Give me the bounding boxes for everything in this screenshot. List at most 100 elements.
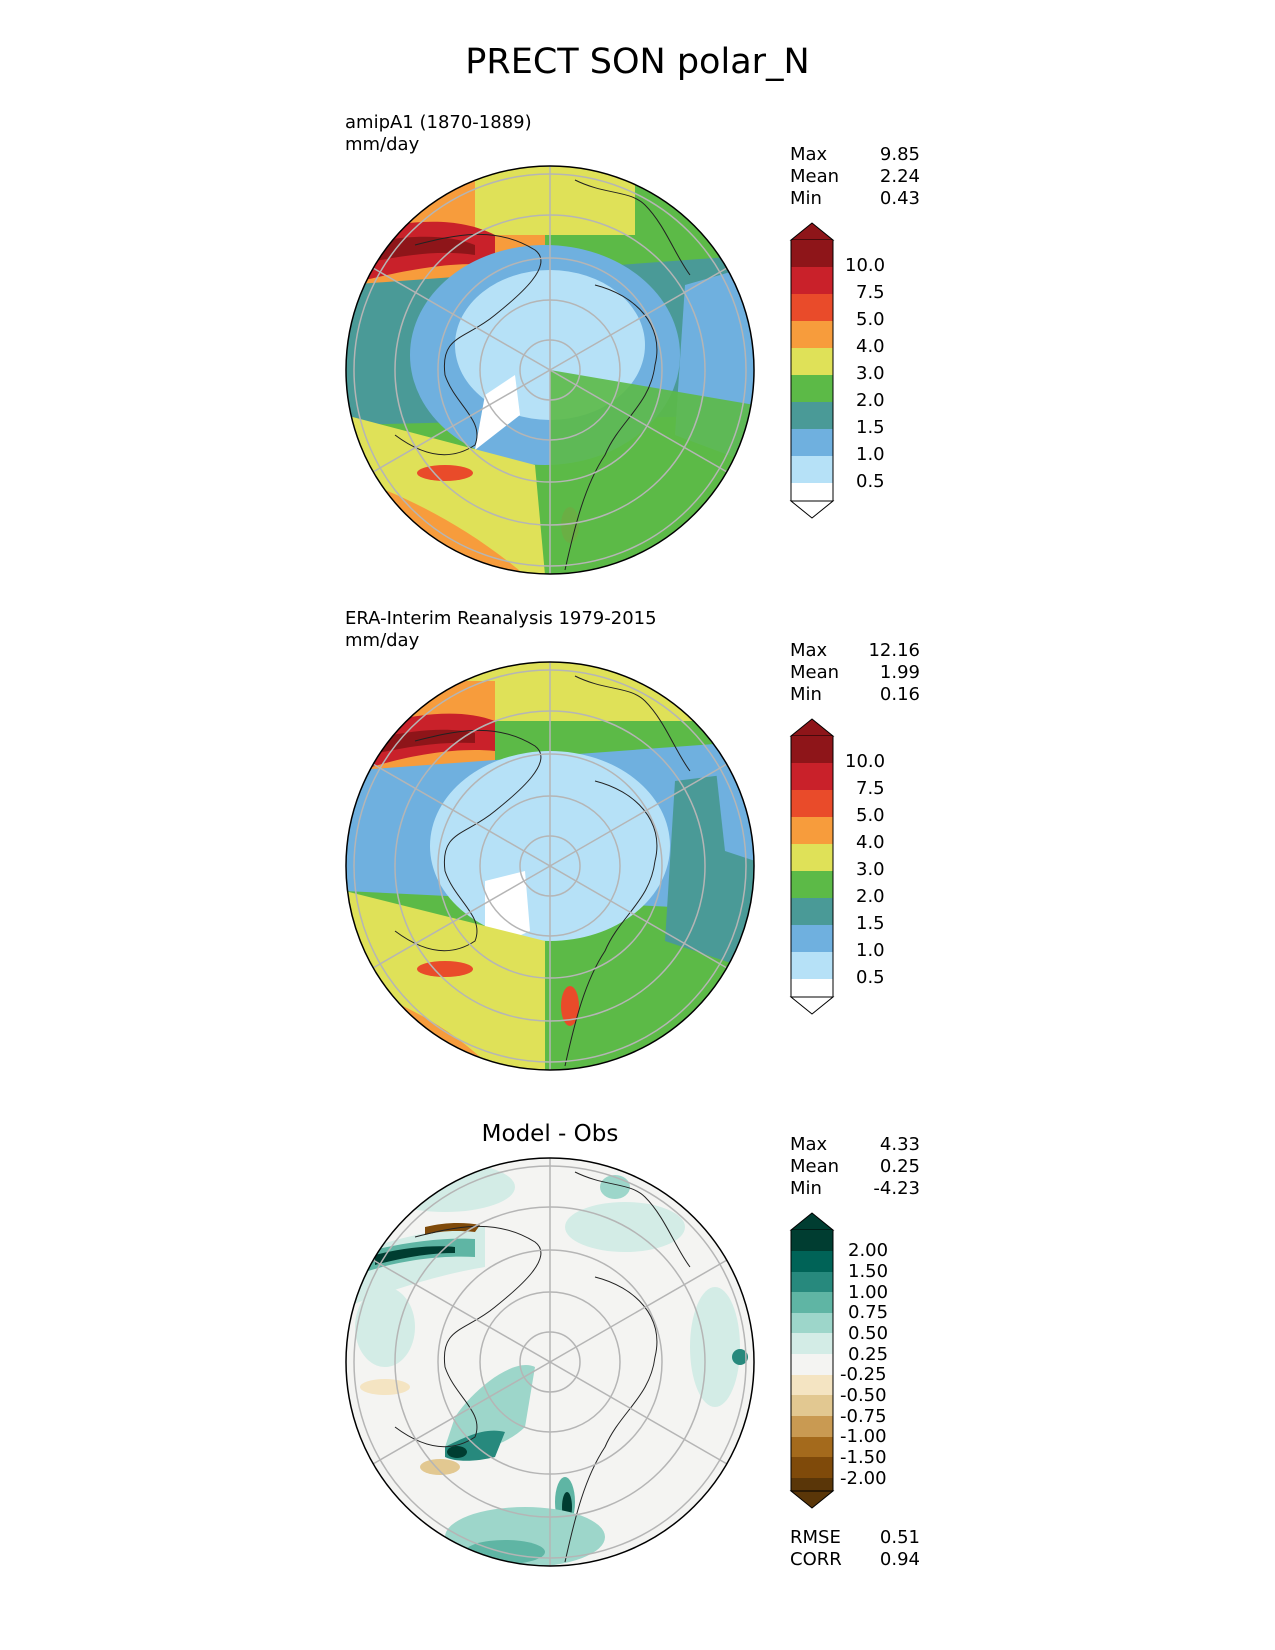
coastline	[574, 675, 691, 772]
diff-field	[355, 1287, 415, 1367]
colorbar-segment	[791, 925, 833, 952]
mean-label: Mean	[790, 1156, 840, 1177]
colorbar-tick-label: 0.75	[848, 1302, 889, 1323]
colorbar-tick-label: 3.0	[856, 363, 885, 384]
colorbar-tick-label: -1.50	[840, 1447, 887, 1468]
max-value: 9.85	[879, 144, 920, 165]
colorbar-extend-min	[789, 1490, 835, 1509]
min-value: 0.16	[879, 684, 920, 705]
colorbar-segment	[791, 321, 833, 348]
min-label: Min	[790, 1178, 822, 1199]
colorbar-segment	[791, 1230, 833, 1251]
colorbar-tick-label: -0.75	[840, 1406, 887, 1427]
colorbar-segment	[791, 1354, 833, 1375]
precip-field	[417, 465, 473, 481]
panel2-stats: Max 12.16 Mean 1.99 Min 0.16	[790, 640, 920, 706]
colorbar-tick-label: -0.25	[840, 1364, 887, 1385]
panel2-subtitle: ERA-Interim Reanalysis 1979-2015 mm/day	[345, 608, 657, 652]
max-label: Max	[790, 144, 828, 165]
max-value: 4.33	[879, 1134, 920, 1155]
colorbar-segment	[791, 844, 833, 871]
min-value: -4.23	[873, 1178, 920, 1199]
figure-title: PRECT SON polar_N	[465, 42, 810, 82]
panel1-polar-map	[345, 165, 755, 575]
colorbar-segment	[791, 1437, 833, 1457]
colorbar-tick-label: 1.50	[848, 1261, 889, 1282]
precip-field	[550, 370, 754, 574]
colorbar-segment	[791, 348, 833, 375]
min-value: 0.43	[879, 188, 920, 209]
mean-value: 2.24	[879, 166, 920, 187]
colorbar-tick-label: -0.50	[840, 1385, 887, 1406]
max-label: Max	[790, 1134, 828, 1155]
precip-field	[417, 961, 473, 977]
min-label: Min	[790, 684, 822, 705]
rmse-value: 0.51	[879, 1527, 920, 1548]
colorbar-tick-label: 3.0	[856, 859, 885, 880]
panel1-case-name: amipA1 (1870-1889)	[345, 112, 532, 133]
colorbar-segment	[791, 898, 833, 925]
coastline	[564, 780, 658, 1067]
panel1-units: mm/day	[345, 134, 420, 155]
colorbar-segment	[791, 483, 833, 501]
coastline	[574, 1171, 691, 1268]
colorbar-extend-max	[789, 1212, 835, 1231]
panel2-dataset-name: ERA-Interim Reanalysis 1979-2015	[345, 608, 657, 629]
diff-field	[360, 1379, 410, 1395]
coastline	[564, 284, 658, 571]
colorbar-tick-label: 2.00	[848, 1240, 889, 1261]
colorbar-segment	[791, 456, 833, 483]
colorbar-tick-label: 2.0	[856, 390, 885, 411]
coastline	[394, 233, 542, 455]
colorbar-segment	[791, 267, 833, 294]
colorbar-segment	[791, 817, 833, 844]
colorbar-segment	[791, 1333, 833, 1354]
colorbar-segment	[791, 871, 833, 898]
colorbar-tick-label: 4.0	[856, 336, 885, 357]
colorbar-segment	[791, 736, 833, 763]
mean-value: 0.25	[879, 1156, 920, 1177]
colorbar-extend-max	[789, 222, 835, 241]
panel2-units: mm/day	[345, 630, 420, 651]
colorbar-tick-label: 5.0	[856, 309, 885, 330]
panel1-stats: Max 9.85 Mean 2.24 Min 0.43	[790, 144, 920, 210]
colorbar-segment	[791, 1251, 833, 1272]
map-boundary	[345, 1157, 755, 1567]
graticule	[353, 662, 747, 1070]
colorbar-segment	[791, 790, 833, 817]
panel1-colorbar-ticks: 10.0 7.5 5.0 4.0 3.0 2.0 1.5 1.0 0.5	[845, 222, 905, 522]
colorbar-tick-label: 1.5	[856, 913, 885, 934]
coastline	[394, 729, 542, 951]
panel3-stats: Max 4.33 Mean 0.25 Min -4.23	[790, 1134, 920, 1200]
colorbar-tick-label: 0.50	[848, 1323, 889, 1344]
colorbar-extend-max	[789, 718, 835, 737]
colorbar-segment	[791, 240, 833, 267]
colorbar-segment	[791, 1292, 833, 1313]
max-label: Max	[790, 640, 828, 661]
colorbar-tick-label: -2.00	[840, 1468, 887, 1489]
colorbar-segment	[791, 1478, 833, 1491]
colorbar-tick-label: 2.0	[856, 886, 885, 907]
colorbar-tick-label: 10.0	[845, 255, 886, 276]
colorbar-tick-label: 1.5	[856, 417, 885, 438]
corr-value: 0.94	[879, 1549, 920, 1570]
colorbar-tick-label: 5.0	[856, 805, 885, 826]
coastline	[574, 179, 691, 276]
graticule	[353, 166, 747, 574]
colorbar-tick-label: 0.5	[856, 967, 885, 988]
rmse-label: RMSE	[790, 1527, 841, 1548]
panel3-colorbar	[789, 1212, 835, 1509]
diff-field	[732, 1349, 748, 1365]
panel2-colorbar	[789, 718, 835, 1015]
diff-field	[375, 1246, 455, 1265]
precip-field	[561, 986, 579, 1026]
colorbar-tick-label: 7.5	[856, 778, 885, 799]
colorbar-tick-label: 0.5	[856, 471, 885, 492]
diff-field	[420, 1459, 460, 1475]
colorbar-segment	[791, 1395, 833, 1416]
colorbar-tick-label: 1.0	[856, 444, 885, 465]
corr-label: CORR	[790, 1549, 842, 1570]
colorbar-tick-label: 10.0	[845, 751, 886, 772]
colorbar-extend-min	[789, 996, 835, 1015]
colorbar-tick-label: 4.0	[856, 832, 885, 853]
